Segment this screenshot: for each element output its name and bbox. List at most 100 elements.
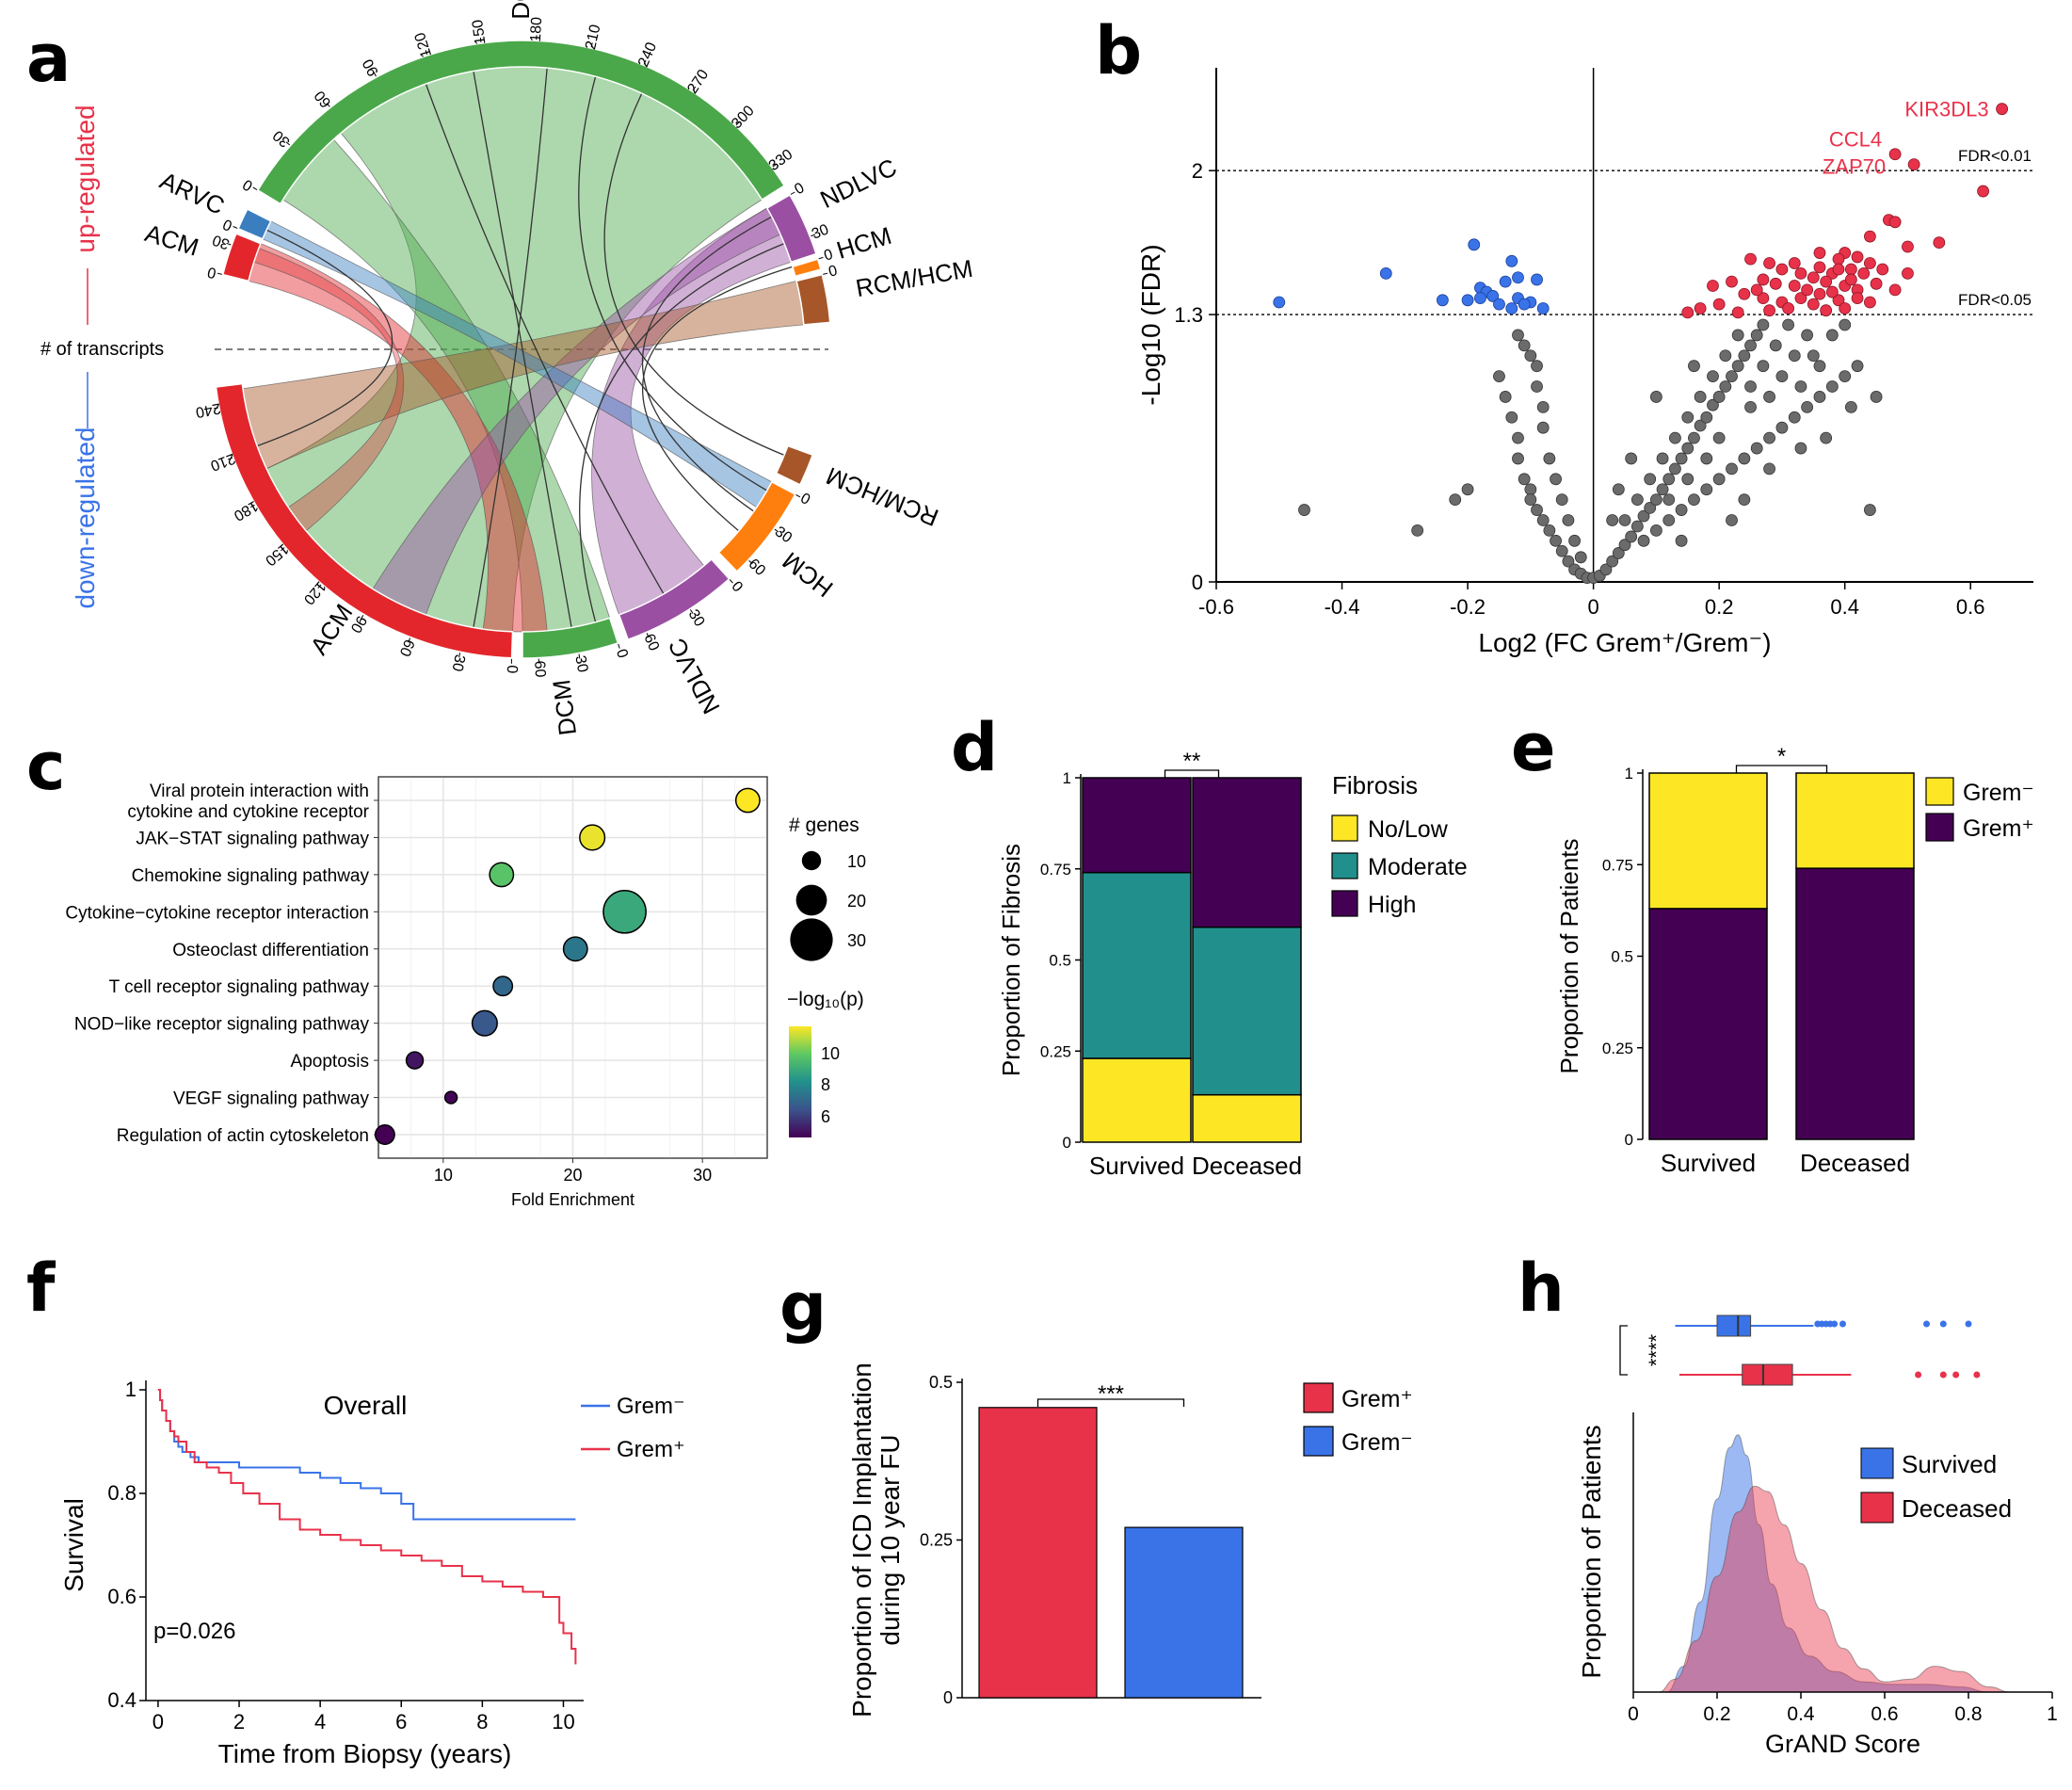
- arc-tick: [795, 494, 801, 498]
- arc-tick: [458, 653, 461, 658]
- panel-label-a: a: [26, 20, 71, 97]
- arc-tick: [823, 272, 828, 275]
- arc-tick-label: 150: [470, 19, 489, 46]
- category-label: Apoptosis: [291, 1052, 369, 1072]
- enrichment-dot: [602, 889, 647, 934]
- arc-tick: [689, 609, 694, 614]
- arc-tick-label: 60: [531, 660, 548, 678]
- legend-label: High: [1368, 892, 1416, 918]
- up-point: [1851, 292, 1864, 305]
- up-point: [1738, 287, 1751, 300]
- chart-title: Overall: [324, 1391, 408, 1420]
- ns-point: [1712, 431, 1726, 444]
- ns-point: [1794, 442, 1807, 455]
- x-tick-label: 10: [434, 1166, 453, 1185]
- ns-point: [1719, 380, 1732, 393]
- category-label: Regulation of actin cytoskeleton: [117, 1126, 369, 1146]
- ns-point: [1644, 473, 1657, 486]
- labeled-point: [1888, 148, 1902, 161]
- arc-tick-label: 0: [206, 264, 218, 282]
- up-point: [1857, 266, 1871, 280]
- ns-point: [1864, 504, 1876, 516]
- ns-point: [1744, 400, 1757, 413]
- ns-point: [1449, 493, 1462, 507]
- arc-rcm-hcm-top: [795, 273, 831, 326]
- panel-label-d: d: [951, 709, 998, 786]
- ns-point: [1649, 493, 1662, 507]
- ns-point: [1669, 431, 1681, 444]
- ns-point: [1813, 391, 1826, 403]
- panel-label-b: b: [1095, 12, 1142, 89]
- ns-point: [1700, 483, 1713, 496]
- box-outlier: [1939, 1320, 1947, 1328]
- down-point: [1512, 271, 1524, 284]
- legend-title: Fibrosis: [1332, 771, 1418, 799]
- x-axis-title: Fold Enrichment: [511, 1190, 634, 1209]
- x-tick-label: 0: [1587, 595, 1598, 619]
- ns-point: [1612, 547, 1625, 559]
- category-label: NOD−like receptor signaling pathway: [74, 1015, 370, 1035]
- ns-point: [1606, 555, 1619, 568]
- ns-point: [1744, 339, 1757, 352]
- ns-point: [1644, 501, 1657, 514]
- legend-label: Grem⁻: [1963, 780, 2034, 806]
- x-tick-label: 2: [233, 1710, 245, 1734]
- category-label: Deceased: [1800, 1149, 1910, 1177]
- panel-label-c: c: [26, 728, 66, 805]
- ns-point: [1649, 391, 1662, 403]
- arc-tick-label: 0: [220, 216, 234, 234]
- enrichment-dot: [374, 1124, 395, 1145]
- segment-label-rcm-hcm-bottom: RCM/HCM: [822, 461, 942, 532]
- color-legend-label: 8: [821, 1075, 830, 1094]
- ns-point: [1681, 442, 1695, 455]
- significance-label: *: [1777, 744, 1786, 769]
- segment-label-rcm-hcm-top: RCM/HCM: [854, 254, 975, 302]
- size-legend-title: # genes: [789, 814, 859, 836]
- y-tick-label: 0.5: [929, 1373, 953, 1392]
- ns-point: [1675, 452, 1688, 465]
- chord-line: [603, 92, 785, 456]
- ns-point: [1536, 400, 1550, 413]
- ns-point: [1662, 493, 1676, 507]
- legend-swatch: [1331, 852, 1358, 879]
- up-point: [1839, 302, 1852, 314]
- ns-point: [1801, 400, 1814, 413]
- ns-point: [1719, 349, 1732, 363]
- enrichment-dot: [562, 936, 588, 962]
- arc-tick-label: 240: [194, 399, 222, 420]
- x-tick-label: 0.6: [1871, 1703, 1898, 1725]
- ns-point: [1712, 473, 1726, 486]
- arc-tick-label: 0: [792, 180, 807, 198]
- arc-tick-label: 210: [208, 450, 237, 474]
- ns-point: [1505, 411, 1518, 424]
- panel-d-fibrosis-bars: 0 0.25 0.5 0.75 1 Survived Deceased Proportion …: [997, 749, 1468, 1180]
- category-label: Osteoclast differentiation: [172, 941, 369, 960]
- up-point: [1794, 266, 1807, 280]
- chord-line: [256, 229, 394, 447]
- arc-tick: [590, 42, 593, 48]
- arc-arvc-top: [237, 208, 272, 240]
- up-point: [1813, 287, 1826, 300]
- x-tick-label: 0.8: [1954, 1703, 1982, 1725]
- arc-tick: [408, 637, 411, 643]
- ns-point: [1757, 318, 1770, 331]
- up-point: [1864, 296, 1876, 309]
- ns-point: [1518, 473, 1531, 486]
- legend-label: No/Low: [1368, 816, 1449, 843]
- category-label: VEGF signaling pathway: [173, 1089, 370, 1109]
- arc-tick: [578, 653, 581, 659]
- x-tick-label: 1: [2047, 1703, 2058, 1725]
- gene-label: KIR3DL3: [1904, 98, 1988, 121]
- y-axis-title: Proportion of Patients: [1577, 1425, 1606, 1678]
- bar-segment: [1648, 908, 1768, 1140]
- ns-point: [1637, 534, 1650, 547]
- legend-swatch: [1303, 1382, 1334, 1413]
- category-label: Survived: [1661, 1149, 1756, 1177]
- arc-ndlvc-top: [765, 193, 817, 264]
- up-point: [1851, 250, 1864, 264]
- box-outlier: [1952, 1371, 1960, 1379]
- ns-point: [1844, 400, 1857, 413]
- arc-tick: [735, 121, 740, 126]
- x-tick-label: 6: [395, 1710, 407, 1734]
- panel-e-grem-bars: 0 0.25 0.5 0.75 1 Survived Deceased Proportion …: [1555, 744, 2034, 1177]
